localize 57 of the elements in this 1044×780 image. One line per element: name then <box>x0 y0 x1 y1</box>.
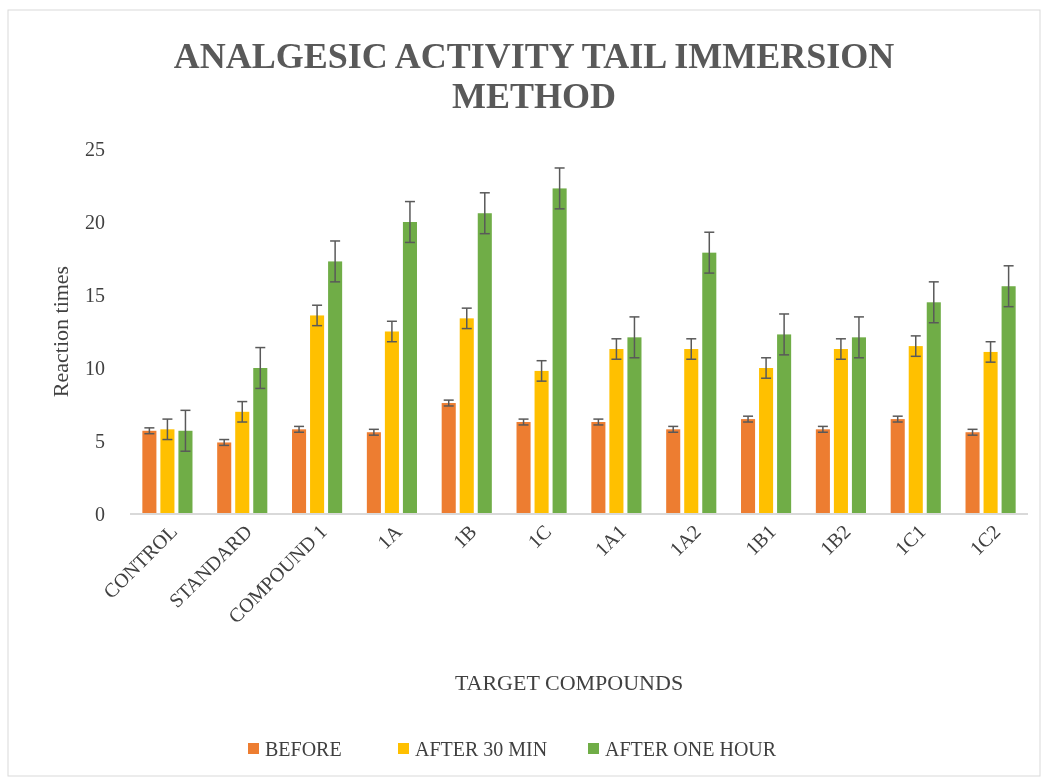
bar <box>459 318 474 514</box>
bar <box>741 419 756 514</box>
bar <box>815 429 830 514</box>
x-tick-label: 1C2 <box>965 520 1005 560</box>
y-tick-label: 25 <box>85 138 105 160</box>
x-tick-label: 1B2 <box>815 520 855 560</box>
bar <box>142 430 157 514</box>
bar <box>178 430 193 514</box>
legend-label: AFTER 30 MIN <box>415 738 548 760</box>
bar <box>310 315 325 514</box>
bar <box>217 442 232 514</box>
bar <box>552 188 567 514</box>
x-tick-label: 1C <box>523 520 556 553</box>
y-tick-label: 10 <box>85 357 105 379</box>
bar <box>684 349 699 514</box>
bar <box>926 302 941 514</box>
bar <box>292 429 307 514</box>
bar <box>759 368 774 514</box>
x-tick-label: 1B <box>448 520 481 553</box>
chart-title: ANALGESIC ACTIVITY TAIL IMMERSION METHOD <box>173 36 895 116</box>
y-tick-label: 15 <box>85 284 105 306</box>
bar <box>777 334 792 514</box>
bar <box>1001 286 1016 514</box>
bar <box>441 403 456 514</box>
bar <box>253 368 268 514</box>
y-tick-label: 20 <box>85 211 105 233</box>
y-tick-label: 5 <box>95 430 105 452</box>
bar <box>235 411 250 514</box>
legend-label: BEFORE <box>265 738 342 760</box>
legend-label: AFTER ONE HOUR <box>605 738 777 760</box>
x-tick-label: 1B1 <box>740 520 780 560</box>
bar <box>627 337 642 514</box>
bar <box>666 429 681 514</box>
bar <box>534 370 549 514</box>
bar <box>908 346 923 514</box>
x-tick-label: 1A <box>372 519 407 554</box>
y-tick-label: 0 <box>95 503 105 525</box>
x-tick-label: 1C1 <box>890 520 930 560</box>
bar <box>591 422 606 514</box>
bar <box>160 429 175 514</box>
bar <box>384 331 399 514</box>
x-tick-label: 1A1 <box>590 520 631 561</box>
bar <box>851 337 866 514</box>
bar <box>328 261 343 514</box>
bar <box>965 432 980 514</box>
x-axis-title: TARGET COMPOUNDS <box>454 670 684 695</box>
y-axis-title: Reaction times <box>48 265 73 398</box>
bar <box>516 422 531 514</box>
bar <box>890 419 905 514</box>
bar <box>609 349 624 514</box>
bar <box>702 252 717 514</box>
bar <box>983 351 998 514</box>
bar <box>833 349 848 514</box>
bar <box>477 213 492 514</box>
bar <box>402 222 417 514</box>
x-tick-label: 1A2 <box>665 520 706 561</box>
bar <box>366 432 381 514</box>
